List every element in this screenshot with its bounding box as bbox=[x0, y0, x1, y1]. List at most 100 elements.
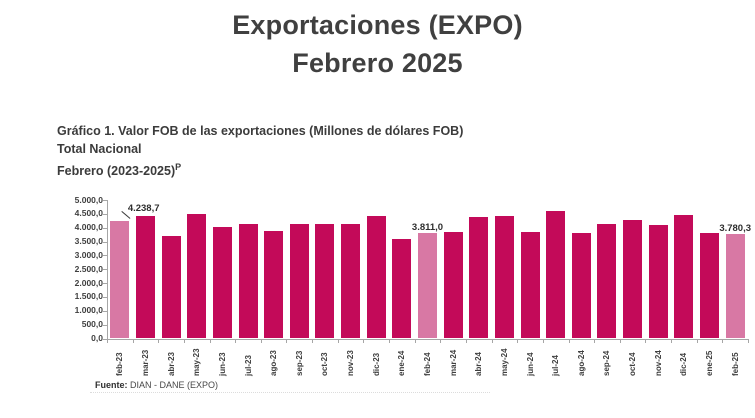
data-label-feb-24: 3.811,0 bbox=[411, 221, 444, 233]
bar-abr-23 bbox=[161, 236, 181, 339]
x-tick-label-nov-24: nov-24 bbox=[653, 349, 663, 376]
y-tick-mark bbox=[103, 241, 107, 243]
bar-jul-23 bbox=[238, 223, 258, 339]
bar-feb-24 bbox=[418, 232, 437, 339]
x-tick-mark bbox=[312, 339, 314, 343]
x-tick-mark bbox=[696, 339, 698, 343]
bar-sep-23 bbox=[289, 223, 309, 339]
bar-may-23 bbox=[187, 214, 207, 339]
x-tick-mark bbox=[594, 339, 596, 343]
x-tick-mark bbox=[517, 339, 519, 343]
x-tick-label-abr-24: abr-24 bbox=[474, 351, 484, 376]
x-tick-mark bbox=[183, 339, 185, 343]
bar-jun-23 bbox=[212, 227, 232, 339]
bar-may-24 bbox=[494, 215, 514, 339]
x-tick-label-jul-23: jul-23 bbox=[243, 354, 253, 376]
bar-dic-24 bbox=[674, 214, 694, 339]
y-tick-mark bbox=[103, 283, 107, 285]
bar-jun-24 bbox=[520, 232, 540, 339]
x-tick-label-ago-24: ago-24 bbox=[576, 349, 586, 376]
y-tick-mark bbox=[103, 227, 107, 229]
x-tick-label-ene-24: ene-24 bbox=[397, 350, 407, 376]
x-tick-label-dic-23: dic-23 bbox=[371, 352, 381, 376]
x-tick-label-feb-24: feb-24 bbox=[423, 351, 432, 376]
page-title: Exportaciones (EXPO) Febrero 2025 bbox=[0, 6, 755, 82]
y-tick-label: 2.500,0 bbox=[74, 263, 103, 274]
x-tick-label-mar-23: mar-23 bbox=[140, 349, 150, 376]
x-tick-label-jun-23: jun-23 bbox=[217, 351, 227, 376]
x-tick-label-may-24: may-24 bbox=[499, 347, 509, 376]
y-tick-label: 4.500,0 bbox=[74, 208, 103, 219]
bar-ene-25 bbox=[700, 232, 720, 339]
y-tick-label: 4.000,0 bbox=[74, 222, 103, 233]
y-tick-mark bbox=[103, 324, 107, 326]
y-tick-label: 3.000,0 bbox=[74, 249, 103, 260]
bar-feb-23 bbox=[110, 221, 130, 339]
x-tick-mark bbox=[337, 339, 339, 343]
y-tick-label: 0,0 bbox=[91, 333, 103, 343]
x-tick-mark bbox=[619, 339, 621, 343]
y-tick-label: 500,0 bbox=[81, 319, 103, 330]
y-tick-mark bbox=[103, 269, 107, 271]
y-tick-mark bbox=[103, 296, 107, 298]
y-tick-mark bbox=[103, 310, 107, 312]
footer-divider bbox=[90, 392, 490, 393]
provisional-superscript: P bbox=[175, 162, 182, 172]
x-tick-mark bbox=[542, 339, 544, 343]
x-tick-mark bbox=[491, 339, 493, 343]
source-note: Fuente: DIAN - DANE (EXPO) bbox=[95, 380, 218, 390]
x-tick-mark bbox=[286, 339, 288, 343]
x-axis-line bbox=[107, 338, 749, 340]
bar-mar-24 bbox=[443, 231, 463, 339]
chart-title-line3: Febrero (2023-2025)P bbox=[57, 162, 182, 179]
y-tick-mark bbox=[103, 200, 107, 201]
page-title-line2: Febrero 2025 bbox=[292, 48, 463, 78]
x-tick-mark bbox=[235, 339, 237, 343]
x-tick-label-abr-23: abr-23 bbox=[166, 351, 176, 376]
x-tick-label-oct-24: oct-24 bbox=[628, 351, 638, 376]
bar-oct-24 bbox=[623, 220, 643, 339]
x-tick-label-oct-23: oct-23 bbox=[320, 351, 330, 376]
x-tick-mark bbox=[260, 339, 262, 343]
x-tick-label-jun-24: jun-24 bbox=[525, 351, 535, 376]
x-tick-mark bbox=[414, 339, 416, 343]
x-tick-mark bbox=[645, 339, 647, 343]
data-label-feb-23: 4.238,7 bbox=[127, 202, 160, 214]
chart-title-block: Gráfico 1. Valor FOB de las exportacione… bbox=[57, 122, 677, 180]
bar-nov-23 bbox=[341, 223, 361, 339]
x-tick-label-mar-24: mar-24 bbox=[448, 349, 458, 376]
x-tick-mark bbox=[363, 339, 365, 343]
bar-jul-24 bbox=[546, 210, 566, 339]
bar-mar-23 bbox=[135, 215, 155, 339]
bar-ene-24 bbox=[392, 239, 412, 339]
data-label-feb-25: 3.780,3 bbox=[719, 222, 752, 234]
chart-title-line2: Total Nacional bbox=[57, 142, 142, 156]
y-tick-label: 1.000,0 bbox=[74, 305, 103, 316]
y-tick-mark bbox=[103, 213, 107, 215]
x-tick-mark bbox=[440, 339, 442, 343]
x-tick-label-sep-23: sep-23 bbox=[294, 350, 304, 376]
x-tick-mark bbox=[465, 339, 467, 343]
x-tick-mark bbox=[107, 339, 108, 343]
bar-ago-24 bbox=[571, 232, 591, 339]
bar-oct-23 bbox=[315, 224, 335, 339]
bar-feb-25 bbox=[725, 233, 745, 339]
x-tick-mark bbox=[748, 339, 749, 343]
y-tick-label: 3.500,0 bbox=[74, 236, 103, 247]
y-axis-line bbox=[107, 200, 108, 340]
y-tick-label: 1.500,0 bbox=[74, 291, 103, 302]
page-title-line1: Exportaciones (EXPO) bbox=[232, 10, 523, 40]
x-tick-mark bbox=[722, 339, 724, 343]
bar-abr-24 bbox=[469, 216, 489, 339]
x-tick-mark bbox=[671, 339, 673, 343]
x-tick-mark bbox=[568, 339, 570, 343]
x-tick-label-jul-24: jul-24 bbox=[551, 354, 561, 376]
bar-ago-23 bbox=[264, 230, 284, 339]
y-tick-mark bbox=[103, 255, 107, 257]
source-label: Fuente: bbox=[95, 380, 128, 390]
x-tick-label-nov-23: nov-23 bbox=[346, 349, 356, 376]
bar-dic-23 bbox=[366, 216, 386, 339]
x-tick-mark bbox=[209, 339, 211, 343]
